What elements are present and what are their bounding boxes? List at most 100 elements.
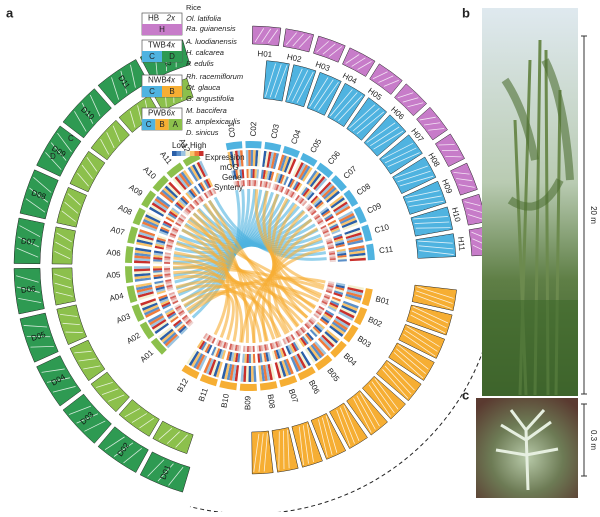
expression-cell bbox=[134, 266, 150, 269]
expression-cell bbox=[248, 150, 251, 166]
panel-label: a bbox=[6, 5, 14, 20]
expression-cell bbox=[253, 366, 256, 382]
mcg-cell bbox=[249, 354, 251, 363]
chromosome-label: C03 bbox=[269, 123, 281, 140]
mcg-cell bbox=[253, 354, 256, 363]
species: Ra. guianensis bbox=[186, 24, 236, 33]
mcg-cell bbox=[153, 266, 162, 268]
colorbar-cell bbox=[181, 151, 186, 156]
panel-label: c bbox=[462, 387, 469, 402]
chromosome bbox=[245, 141, 261, 149]
chromosome-label: A10 bbox=[141, 165, 158, 182]
group-name: HB bbox=[148, 14, 159, 23]
chromosome-label: B06 bbox=[307, 379, 322, 396]
genome-label: C bbox=[149, 52, 155, 61]
chromosome bbox=[125, 246, 133, 263]
colorbar-cell bbox=[199, 151, 204, 156]
chromosome-label: A04 bbox=[109, 291, 125, 303]
genome-label: B bbox=[159, 120, 164, 129]
gene-cell bbox=[164, 262, 170, 264]
colorbar-cell bbox=[186, 151, 191, 156]
scale-low: Low bbox=[172, 141, 187, 150]
chromosome-label: B11 bbox=[197, 386, 210, 402]
expression-cell bbox=[251, 150, 254, 166]
genome-label: D bbox=[169, 52, 175, 61]
genome-label: C bbox=[146, 120, 152, 129]
colorbar-cell bbox=[190, 151, 195, 156]
chromosome-label: C06 bbox=[326, 149, 342, 167]
outer-chromosome bbox=[52, 268, 76, 305]
species: Ot. glauca bbox=[186, 83, 220, 92]
chromosome-label: A02 bbox=[125, 330, 142, 345]
chromosome-label: A07 bbox=[110, 225, 127, 237]
species: A. luodianensis bbox=[185, 37, 237, 46]
gene-cell bbox=[253, 346, 255, 352]
chromosome-label: C05 bbox=[308, 137, 323, 155]
expression-cell bbox=[248, 366, 251, 382]
colorbar-cell bbox=[177, 151, 182, 156]
species: P. edulis bbox=[186, 59, 214, 68]
mcg-cell bbox=[247, 354, 249, 363]
subgenome-label: D bbox=[50, 152, 56, 161]
mcg-cell bbox=[251, 354, 253, 363]
chromosome-label: C11 bbox=[379, 245, 395, 256]
colorbar-cell bbox=[172, 151, 177, 156]
chromosome bbox=[226, 141, 243, 150]
gene-cell bbox=[164, 268, 170, 270]
track-label: Synteny bbox=[214, 183, 243, 192]
genome-label: B bbox=[169, 87, 174, 96]
chromosome-label: B12 bbox=[175, 376, 190, 393]
chromosome-label: A09 bbox=[127, 183, 144, 199]
mcg-cell bbox=[249, 169, 251, 178]
species: D. sinicus bbox=[186, 128, 219, 137]
gene-cell bbox=[249, 180, 251, 186]
outer-chromosome-label: D07 bbox=[21, 236, 37, 247]
outer-chromosome-label: H11 bbox=[456, 236, 466, 251]
scale-label: 20 m bbox=[589, 206, 598, 224]
chromosome-label: B10 bbox=[220, 392, 231, 408]
outer-chromosome bbox=[263, 61, 289, 101]
subgenome-label: C bbox=[68, 134, 74, 143]
gene-cell bbox=[164, 266, 170, 268]
gene-cell bbox=[247, 180, 249, 186]
species: M. baccifera bbox=[186, 106, 227, 115]
outer-chromosome bbox=[252, 26, 281, 46]
chromosome-label: A01 bbox=[139, 348, 156, 365]
track-label: Expression bbox=[205, 153, 245, 162]
chromosome-label: A06 bbox=[106, 248, 122, 258]
chromosome-label: B08 bbox=[266, 394, 277, 410]
track-label: mCG bbox=[220, 163, 239, 172]
chromosome-label: B03 bbox=[356, 334, 373, 350]
scale-bar bbox=[581, 36, 587, 476]
outer-chromosome-label: H03 bbox=[314, 60, 331, 74]
species: H. calcarea bbox=[186, 48, 224, 57]
chromosome bbox=[361, 225, 372, 242]
genome-label: A bbox=[173, 120, 179, 129]
chromosome bbox=[127, 285, 138, 303]
outer-chromosome-label: H01 bbox=[257, 49, 273, 59]
outer-chromosome bbox=[153, 421, 193, 454]
group-name: NWB bbox=[148, 76, 167, 85]
genome-label: H bbox=[159, 25, 165, 34]
gene-cell bbox=[249, 346, 251, 352]
group-name: PWB bbox=[148, 109, 166, 118]
gene-cell bbox=[247, 346, 249, 352]
outer-chromosome-label: H04 bbox=[341, 71, 359, 86]
ploidy: 2x bbox=[166, 14, 176, 23]
photo-c bbox=[476, 398, 578, 498]
chromosome-label: C07 bbox=[342, 164, 359, 181]
photo-b bbox=[482, 8, 578, 396]
colorbar-cell bbox=[195, 151, 200, 156]
chromosome-label: C10 bbox=[374, 222, 391, 235]
species: G. angustifolia bbox=[186, 94, 234, 103]
outer-chromosome bbox=[57, 305, 87, 345]
outer-chromosome-label: H10 bbox=[450, 206, 462, 223]
chromosome-label: B04 bbox=[342, 351, 359, 368]
ploidy: 4x bbox=[167, 41, 176, 50]
species: Ol. latifolia bbox=[186, 14, 221, 23]
chromosome-label: B09 bbox=[243, 395, 252, 410]
expression-cell bbox=[246, 150, 249, 166]
chromosome-label: C09 bbox=[366, 201, 384, 216]
ploidy: 6x bbox=[167, 109, 176, 118]
